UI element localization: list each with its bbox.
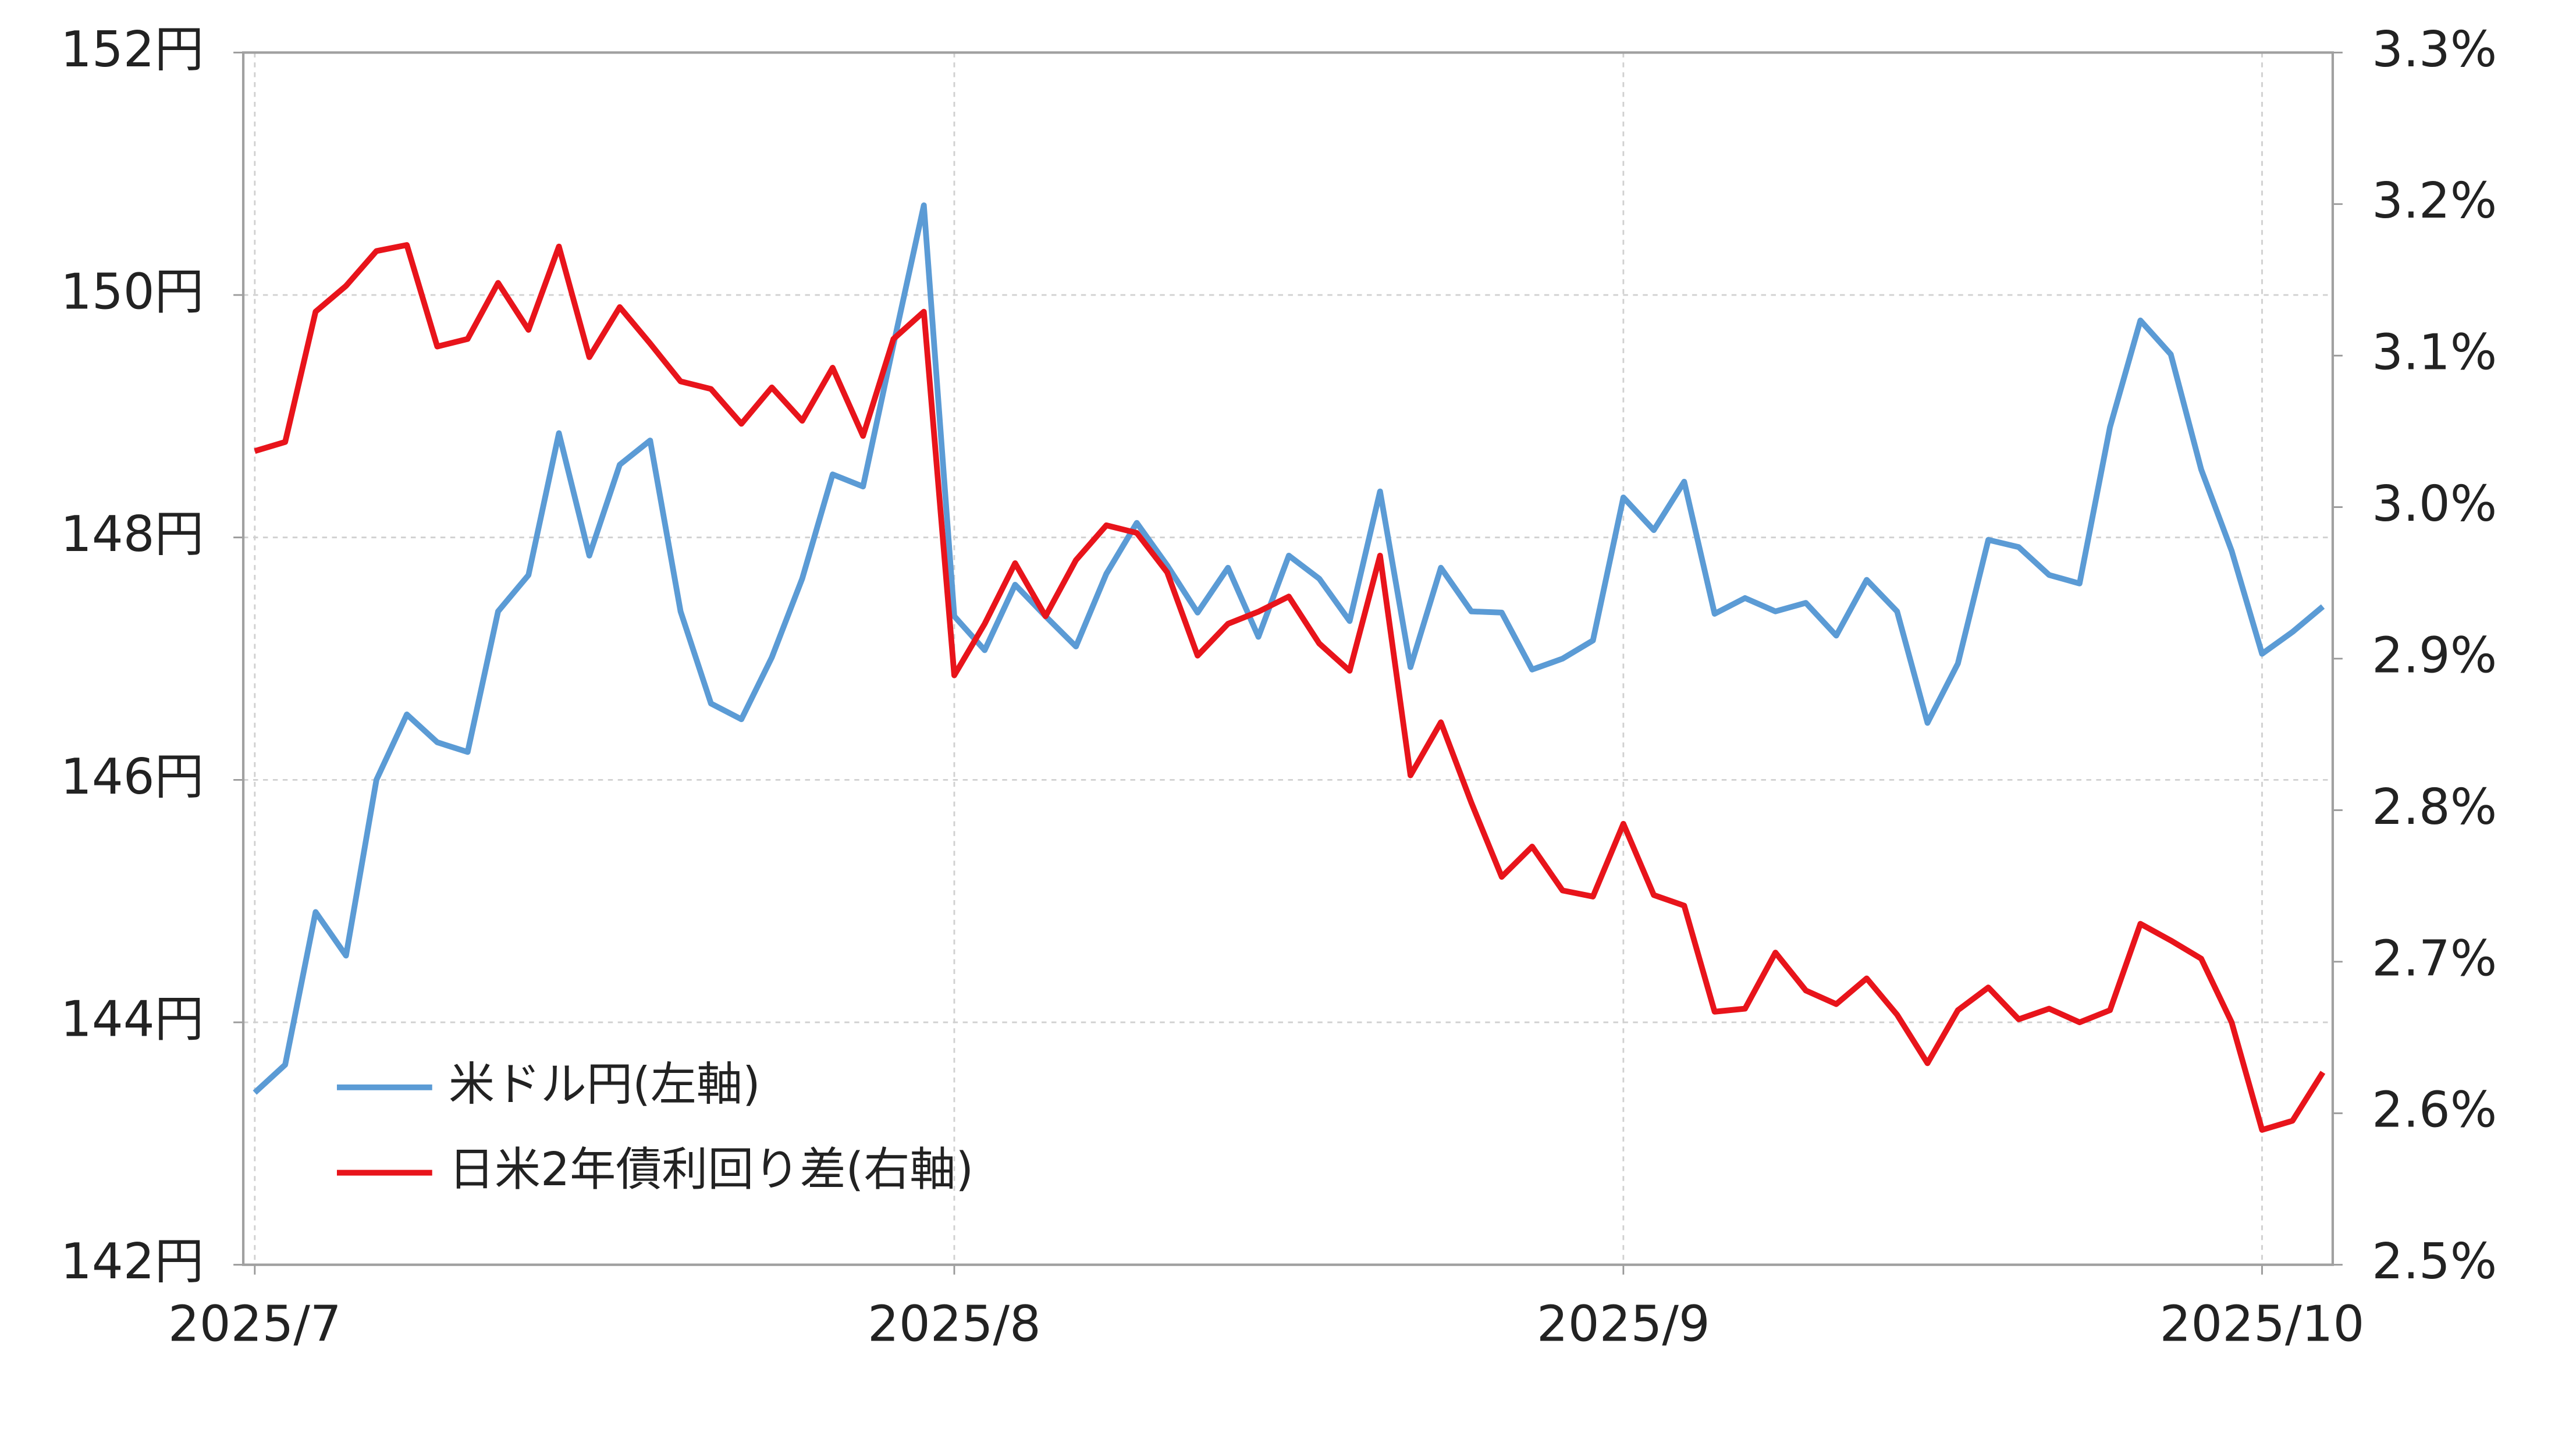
y2-tick-label: 2.6%: [2372, 1081, 2497, 1139]
y2-tick-label: 3.1%: [2372, 324, 2497, 381]
y-tick-label: 150円: [61, 262, 204, 320]
y-tick-label: 152円: [61, 20, 204, 78]
plot-frame: [241, 51, 2335, 1266]
x-tick-label: 2025/8: [868, 1295, 1041, 1352]
y2-tick-label: 3.0%: [2372, 475, 2497, 532]
y2-tick-label: 2.7%: [2372, 929, 2497, 987]
y2-tick-label: 2.8%: [2372, 778, 2497, 836]
y2-tick-label: 2.9%: [2372, 626, 2497, 684]
legend-label: 日米2年債利回り差(右軸): [449, 1143, 973, 1196]
y2-tick-label: 3.3%: [2372, 20, 2497, 78]
x-tick-label: 2025/9: [1537, 1295, 1710, 1352]
legend-label: 米ドル円(左軸): [449, 1057, 761, 1111]
y-tick-label: 144円: [61, 990, 204, 1047]
y-tick-label: 142円: [61, 1232, 204, 1290]
y2-tick-label: 3.2%: [2372, 172, 2497, 229]
y-tick-label: 146円: [61, 748, 204, 805]
y-tick-label: 148円: [61, 505, 204, 563]
x-tick-label: 2025/7: [168, 1295, 342, 1352]
data-line: [254, 242, 2326, 1133]
data-line: [253, 202, 2325, 1095]
x-tick-label: 2025/10: [2160, 1295, 2365, 1352]
y2-tick-label: 2.5%: [2372, 1232, 2497, 1290]
